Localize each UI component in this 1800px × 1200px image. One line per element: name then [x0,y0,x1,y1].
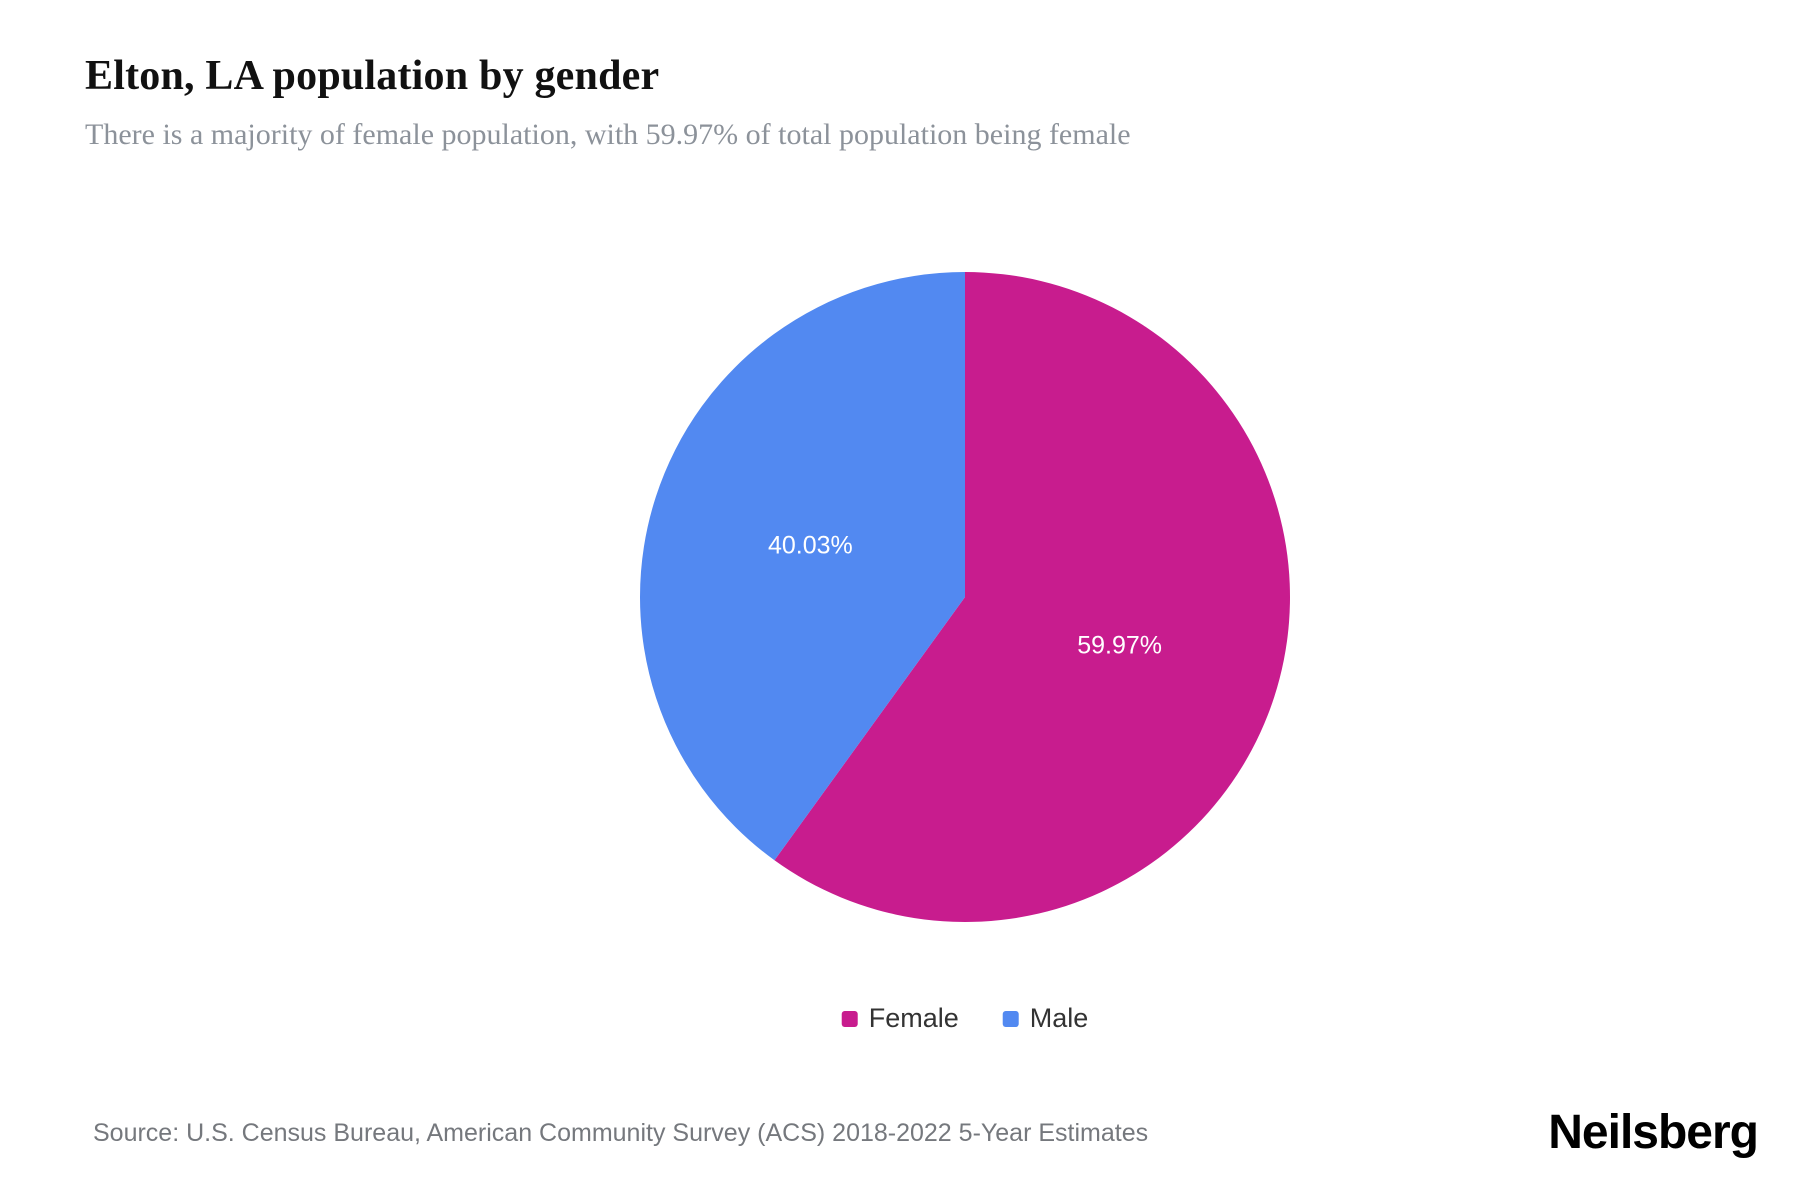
pie-chart: 59.97% 40.03% [639,272,1290,922]
brand-logo: Neilsberg [1548,1106,1759,1159]
legend-label-female: Female [868,1003,959,1033]
chart-legend: Female Male [841,1003,1089,1034]
chart-title: Elton, LA population by gender [85,53,660,99]
legend-label-male: Male [1029,1003,1089,1033]
legend-item-male[interactable]: Male [1002,1003,1089,1034]
legend-item-female[interactable]: Female [841,1003,959,1034]
pie-slice-female [774,272,1290,922]
pie-value-label-male: 40.03% [768,532,853,560]
pie-chart-area: 59.97% 40.03% [639,272,1290,922]
source-attribution: Source: U.S. Census Bureau, American Com… [93,1119,1149,1147]
legend-swatch-male [1002,1010,1019,1027]
pie-value-label-female: 59.97% [1077,632,1162,660]
legend-swatch-female [841,1010,858,1027]
chart-subtitle: There is a majority of female population… [85,118,1131,151]
pie-slice-male [639,272,965,861]
